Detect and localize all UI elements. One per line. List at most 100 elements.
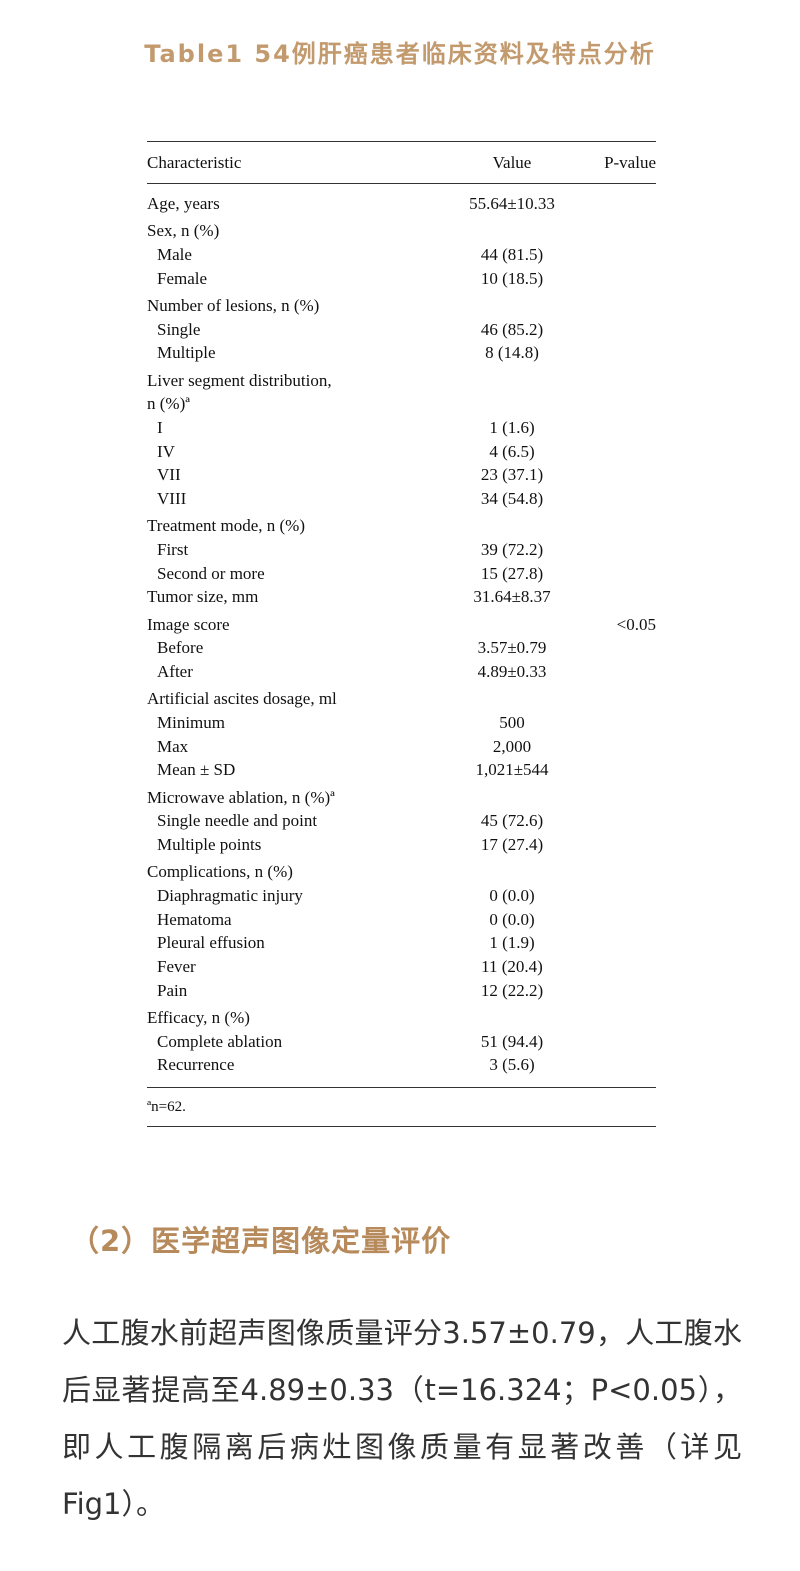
row-label: Minimum: [157, 713, 226, 732]
row-label: Second or more: [157, 563, 265, 583]
table-row: Liver segment distribution,: [147, 369, 656, 393]
row-label: n (%)ª: [147, 394, 190, 414]
row-p-value: [587, 1006, 656, 1030]
row-p-value: [587, 931, 656, 955]
table-row: Efficacy, n (%): [147, 1006, 656, 1030]
table-body: Age, years 55.64±10.33 Sex, n (%) Male 44 (8…: [147, 184, 656, 1089]
table-row: Multiple 8 (14.8): [147, 341, 656, 365]
row-value: 11 (20.4): [481, 957, 543, 977]
row-p-value: [587, 341, 656, 365]
table-row: Multiple points 17 (27.4): [147, 833, 656, 857]
row-value: [437, 786, 587, 810]
row-value: 39 (72.2): [480, 540, 544, 559]
row-value: [437, 392, 587, 416]
table-row: Mean ± SD 1,021±544: [147, 758, 656, 782]
row-p-value: [587, 267, 656, 291]
row-p-value: [587, 786, 656, 810]
row-label: I: [157, 417, 163, 437]
row-p-value: [587, 687, 656, 711]
row-label: Age, years: [147, 194, 220, 213]
row-label: Recurrence: [157, 1055, 235, 1075]
row-p-value: [587, 192, 656, 216]
row-label: Microwave ablation, n (%)ª: [147, 787, 335, 807]
row-value: 15 (27.8): [480, 563, 544, 583]
row-label: VII: [157, 465, 181, 485]
row-label: Fever: [157, 957, 196, 977]
table-row: Max 2,000: [147, 735, 656, 759]
header-p-value: P-value: [604, 152, 656, 172]
row-label: VIII: [157, 489, 187, 509]
row-label: Single needle and point: [157, 811, 318, 831]
table-header: Characteristic Value P-value: [147, 142, 656, 184]
row-label: Mean ± SD: [157, 760, 236, 780]
row-p-value: [587, 884, 656, 908]
row-p-value: [587, 660, 656, 684]
row-value: 4.89±0.33: [477, 662, 547, 682]
table-row: Hematoma 0 (0.0): [147, 908, 656, 932]
row-value: 0 (0.0): [489, 886, 535, 905]
row-label: Efficacy, n (%): [147, 1008, 250, 1028]
clinical-data-table: Characteristic Value P-value Age, years 5…: [147, 141, 656, 1128]
row-p-value: [587, 955, 656, 979]
header-value: Value: [492, 152, 532, 172]
row-p-value: [587, 369, 656, 393]
row-label: Before: [157, 638, 204, 658]
row-label: Complete ablation: [157, 1031, 283, 1051]
row-label: First: [157, 540, 189, 559]
table-row: Diaphragmatic injury 0 (0.0): [147, 884, 656, 908]
row-p-value: [587, 833, 656, 857]
row-value: 10 (18.5): [480, 268, 544, 288]
row-label: Pleural effusion: [157, 933, 265, 953]
row-p-value: [587, 392, 656, 416]
row-label: Multiple: [157, 343, 216, 363]
row-label: Max: [157, 736, 189, 756]
row-value: 51 (94.4): [480, 1031, 544, 1051]
row-p-value: [587, 585, 656, 609]
row-p-value: [587, 636, 656, 660]
row-value: [437, 860, 587, 884]
row-p-value: [587, 908, 656, 932]
row-p-value: <0.05: [616, 614, 656, 634]
body-paragraph: 人工腹水前超声图像质量评分3.57±0.79，人工腹水后显著提高至4.89±0.…: [62, 1316, 742, 1521]
row-p-value: [587, 758, 656, 782]
row-value: 1 (1.9): [489, 933, 535, 953]
row-value: [437, 1006, 587, 1030]
row-value: 55.64±10.33: [469, 194, 555, 213]
table-caption: Table1 54例肝癌患者临床资料及特点分析: [144, 40, 656, 68]
row-p-value: [587, 562, 656, 586]
table-row: n (%)ª: [147, 392, 656, 416]
row-label: Complications, n (%): [147, 862, 293, 882]
table-row: Second or more 15 (27.8): [147, 562, 656, 586]
row-p-value: [587, 735, 656, 759]
row-label: Hematoma: [157, 909, 232, 929]
row-p-value: [587, 1030, 656, 1054]
row-value: [437, 369, 587, 393]
table-row: Recurrence 3 (5.6): [147, 1053, 656, 1077]
table-row: Image score <0.05: [147, 613, 656, 637]
table-row: Complications, n (%): [147, 860, 656, 884]
row-label: Image score: [147, 614, 230, 634]
row-value: 23 (37.1): [480, 465, 544, 485]
table-row: Number of lesions, n (%): [147, 294, 656, 318]
table-row: Complete ablation 51 (94.4): [147, 1030, 656, 1054]
row-p-value: [587, 538, 656, 562]
table-row: Microwave ablation, n (%)ª: [147, 786, 656, 810]
row-label: Artificial ascites dosage, ml: [147, 689, 337, 709]
row-value: 31.64±8.37: [473, 587, 551, 607]
row-p-value: [587, 463, 656, 487]
table-row: Fever 11 (20.4): [147, 955, 656, 979]
row-label: Multiple points: [157, 835, 262, 855]
row-value: 2,000: [492, 736, 532, 756]
section-heading: （2）医学超声图像定量评价: [70, 1224, 452, 1258]
row-value: 3 (5.6): [489, 1055, 535, 1075]
table-row: First 39 (72.2): [147, 538, 656, 562]
table-row: Single needle and point 45 (72.6): [147, 809, 656, 833]
table-row: IV 4 (6.5): [147, 440, 656, 464]
row-p-value: [587, 809, 656, 833]
table-row: Pain 12 (22.2): [147, 979, 656, 1003]
row-label: IV: [157, 441, 175, 461]
table-row: Female 10 (18.5): [147, 267, 656, 291]
table-row: VIII 34 (54.8): [147, 487, 656, 511]
row-label: Treatment mode, n (%): [147, 516, 306, 536]
table-row: Single 46 (85.2): [147, 318, 656, 342]
